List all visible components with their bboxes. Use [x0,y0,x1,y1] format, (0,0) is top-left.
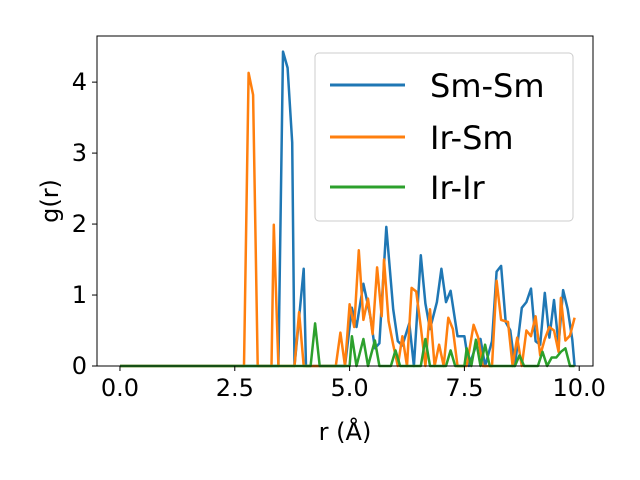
y-tick-label: 1 [72,281,87,309]
x-tick-label: 2.5 [216,374,254,402]
x-tick-label: 10.0 [553,374,606,402]
y-tick-label: 0 [72,352,87,380]
legend-label-ir-ir: Ir-Ir [430,169,486,207]
plot-frame [96,35,594,367]
legend: Sm-Sm Ir-Sm Ir-Ir [314,52,574,222]
x-axis-label: r (Å) [319,417,372,446]
ticks-layer: 0.0 2.5 5.0 7.5 10.0 0 1 2 3 4 [72,68,606,402]
y-tick-label: 3 [72,139,87,167]
legend-label-sm-sm: Sm-Sm [430,67,545,105]
legend-label-ir-sm: Ir-Sm [430,119,514,157]
x-tick-label: 5.0 [331,374,369,402]
y-axis-label: g(r) [36,179,64,223]
legend-box [314,52,574,222]
x-tick-label: 0.0 [101,374,139,402]
y-tick-label: 4 [72,68,87,96]
y-tick-label: 2 [72,210,87,238]
x-tick-label: 7.5 [445,374,483,402]
